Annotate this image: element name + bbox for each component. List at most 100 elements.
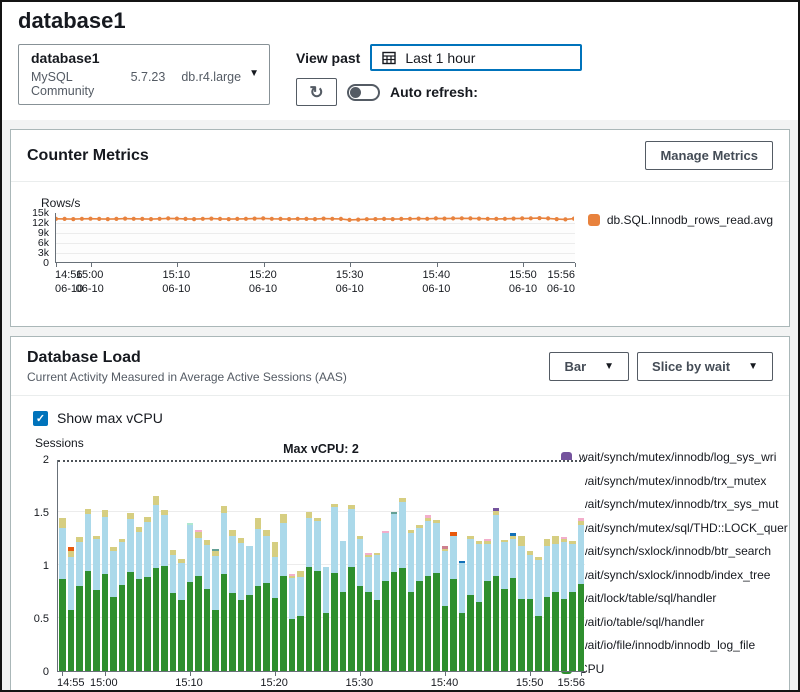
bar-segment <box>101 516 108 574</box>
bar-segment <box>161 566 168 672</box>
bar-segment <box>110 597 117 672</box>
bar-segment <box>101 573 108 672</box>
line-chart-ylabel: Rows/s <box>41 196 81 210</box>
load-bar <box>339 540 346 672</box>
bar-segment <box>84 514 91 571</box>
bar-segment <box>135 532 142 579</box>
bar-segment <box>577 524 584 585</box>
legend-item[interactable]: wait/synch/mutex/innodb/log_sys_wri <box>561 450 777 465</box>
slice-by-value: Slice by wait <box>652 358 731 374</box>
bar-segment <box>271 556 278 599</box>
bar-segment <box>67 551 74 557</box>
counter-metrics-chart: Rows/s 15k 12k 9k 6k 3k 0 14:56 06-10 15:00 06-1… <box>27 196 576 314</box>
bar-segment <box>314 517 321 521</box>
legend-label: wait/synch/mutex/innodb/log_sys_wri <box>579 450 777 465</box>
legend-item[interactable]: wait/lock/table/sql/handler <box>561 591 773 605</box>
gridline <box>56 233 575 234</box>
database-load-chart: Sessions Max vCPU: 2 2 1.5 1 0.5 0 14:5506-1… <box>27 436 585 690</box>
time-range-value: Last 1 hour <box>405 49 476 66</box>
bar-segment <box>263 530 270 536</box>
load-bar <box>322 567 329 672</box>
legend-label: db.SQL.Innodb_rows_read.avg <box>606 213 773 227</box>
max-vcpu-annotation: Max vCPU: 2 <box>283 442 359 457</box>
legend-item[interactable]: wait/io/table/sql/handler <box>561 615 773 629</box>
bar-segment <box>501 588 508 672</box>
bar-segment <box>67 609 74 672</box>
legend-item[interactable]: wait/io/file/innodb/innodb_log_file <box>561 638 773 652</box>
bar-segment <box>229 592 236 672</box>
bar-segment <box>365 591 372 672</box>
bar-segment <box>552 544 559 592</box>
load-bar <box>220 505 227 672</box>
auto-refresh-toggle[interactable] <box>347 83 380 101</box>
load-bar <box>407 530 414 672</box>
bar-segment <box>365 552 372 555</box>
legend-item[interactable]: wait/synch/mutex/innodb/trx_sys_mut <box>561 497 778 511</box>
bar-segment <box>560 541 567 600</box>
legend-item[interactable]: db.SQL.Innodb_rows_read.avg <box>587 213 773 227</box>
load-bar <box>254 517 261 672</box>
bar-segment <box>161 515 168 567</box>
chart-type-dropdown[interactable]: Bar ▼ <box>549 351 630 381</box>
y-tick-label: 0 <box>43 257 49 269</box>
slice-by-dropdown[interactable]: Slice by wait ▼ <box>637 351 773 381</box>
time-range-input[interactable]: Last 1 hour <box>370 44 583 71</box>
bar-segment <box>152 568 159 672</box>
bar-segment <box>560 599 567 672</box>
bar-segment <box>203 539 210 545</box>
load-bar <box>135 527 142 672</box>
bar-segment <box>297 616 304 672</box>
database-load-panel: Database Load Current Activity Measured … <box>10 336 790 690</box>
legend-item[interactable]: CPU <box>561 662 773 676</box>
bar-segment <box>356 538 363 587</box>
load-bar <box>195 530 202 672</box>
y-tick-label: 0 <box>42 666 49 679</box>
load-bar <box>569 540 576 672</box>
bar-segment <box>135 527 142 533</box>
bar-segment <box>390 514 397 572</box>
gridline <box>58 564 585 566</box>
bar-segment <box>212 549 219 552</box>
legend-item[interactable]: wait/synch/sxlock/innodb/btr_search <box>561 544 773 558</box>
db-version: 5.7.23 <box>130 69 166 84</box>
auto-refresh-label: Auto refresh: <box>390 84 478 100</box>
refresh-button[interactable]: ↻ <box>296 78 337 106</box>
page-title: database1 <box>18 8 126 33</box>
bar-segment <box>569 591 576 672</box>
show-max-vcpu-checkbox[interactable]: ✓ <box>33 410 48 426</box>
database-selector[interactable]: database1 MySQL Community 5.7.23 db.r4.l… <box>18 44 270 105</box>
bar-segment <box>305 517 312 568</box>
load-bar <box>229 530 236 672</box>
load-bar <box>348 504 355 672</box>
bar-segment <box>246 546 253 595</box>
load-bar <box>535 556 542 672</box>
bar-segment <box>212 551 219 556</box>
bar-segment <box>59 528 66 579</box>
bar-segment <box>195 532 202 538</box>
load-bar <box>458 561 465 672</box>
bar-segment <box>178 600 185 672</box>
counter-metrics-panel: Counter Metrics Manage Metrics Rows/s 15… <box>10 129 790 327</box>
bar-segment <box>186 525 193 583</box>
load-bar <box>237 537 244 672</box>
bar-segment <box>526 554 533 600</box>
legend-item[interactable]: wait/synch/sxlock/innodb/index_tree <box>561 568 773 582</box>
bar-segment <box>186 522 193 525</box>
view-past-label: View past <box>296 49 361 66</box>
bar-segment <box>237 600 244 672</box>
bar-segment <box>509 535 516 539</box>
bar-segment <box>135 579 142 672</box>
bar-segment <box>280 575 287 672</box>
y-tick-label: 9k <box>37 227 49 239</box>
legend-item[interactable]: wait/synch/mutex/sql/THD::LOCK_quer <box>561 521 788 535</box>
bar-segment <box>280 522 287 576</box>
load-bar <box>110 547 117 672</box>
bar-segment <box>560 536 567 539</box>
manage-metrics-button[interactable]: Manage Metrics <box>645 141 773 170</box>
load-bar <box>76 536 83 672</box>
bar-chart-ylabel: Sessions <box>35 436 84 451</box>
legend-item[interactable]: wait/synch/mutex/innodb/trx_mutex <box>561 474 773 488</box>
